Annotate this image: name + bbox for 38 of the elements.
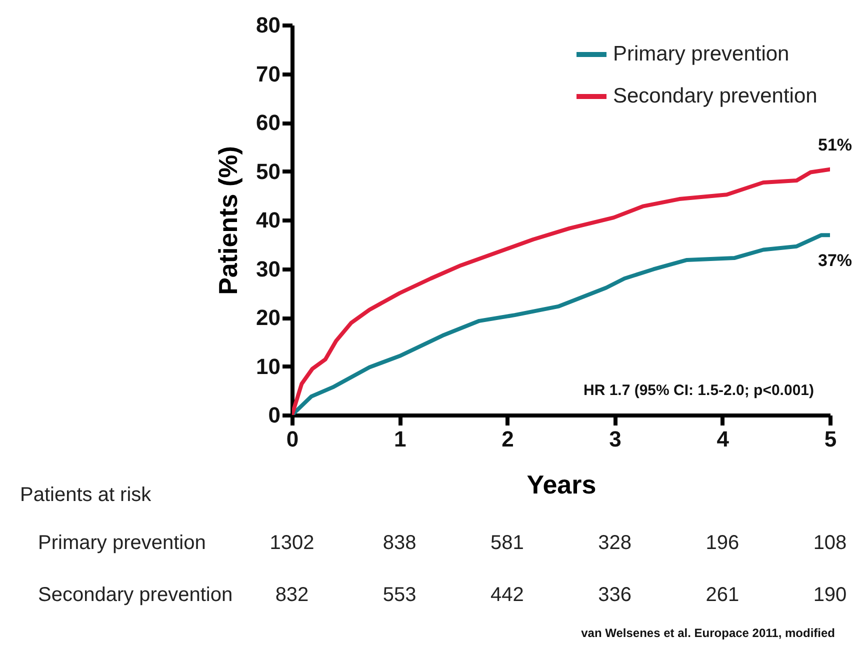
x-tick-label: 4 — [716, 426, 730, 452]
text: 108 — [813, 532, 847, 555]
text: 838 — [382, 532, 416, 555]
y-tick-label: 40 — [256, 208, 280, 232]
x-tick-label: 3 — [609, 426, 622, 452]
text: van Welsenes et al. Europace 2011, modified — [581, 626, 835, 640]
x-axis-title: Years — [526, 470, 596, 500]
x-tick-label: 5 — [824, 426, 837, 452]
annotation: 37% — [818, 251, 852, 270]
legend-label: Primary prevention — [613, 42, 790, 66]
text: 328 — [598, 532, 632, 555]
text: Secondary prevention — [38, 584, 233, 607]
annotation: HR 1.7 (95% CI: 1.5-2.0; p<0.001) — [583, 382, 814, 399]
text: 442 — [490, 584, 524, 607]
text: Patients at risk — [20, 484, 152, 507]
y-tick-label: 80 — [256, 12, 280, 38]
y-tick-label: 30 — [256, 256, 280, 282]
x-tick-label: 0 — [286, 426, 299, 452]
x-tick-label: 2 — [502, 426, 514, 452]
text: 553 — [382, 584, 416, 607]
y-tick-label: 10 — [256, 354, 280, 379]
x-tick-label: 1 — [394, 426, 406, 452]
y-tick-label: 20 — [256, 305, 280, 330]
annotation: 51% — [818, 135, 852, 154]
text: 190 — [813, 584, 847, 607]
text: 1302 — [270, 532, 314, 555]
y-tick-label: 50 — [256, 158, 280, 184]
text: 336 — [598, 584, 632, 607]
y-tick-label: 60 — [256, 110, 280, 135]
legend-label: Secondary prevention — [613, 84, 818, 108]
text: 261 — [706, 584, 740, 607]
text: Primary prevention — [38, 532, 206, 555]
text: 581 — [490, 532, 524, 555]
y-axis-title: Patients (%) — [213, 146, 244, 295]
text: 196 — [706, 532, 740, 555]
y-tick-label: 0 — [268, 402, 280, 428]
text: 832 — [275, 584, 309, 607]
y-tick-label: 70 — [256, 61, 280, 86]
